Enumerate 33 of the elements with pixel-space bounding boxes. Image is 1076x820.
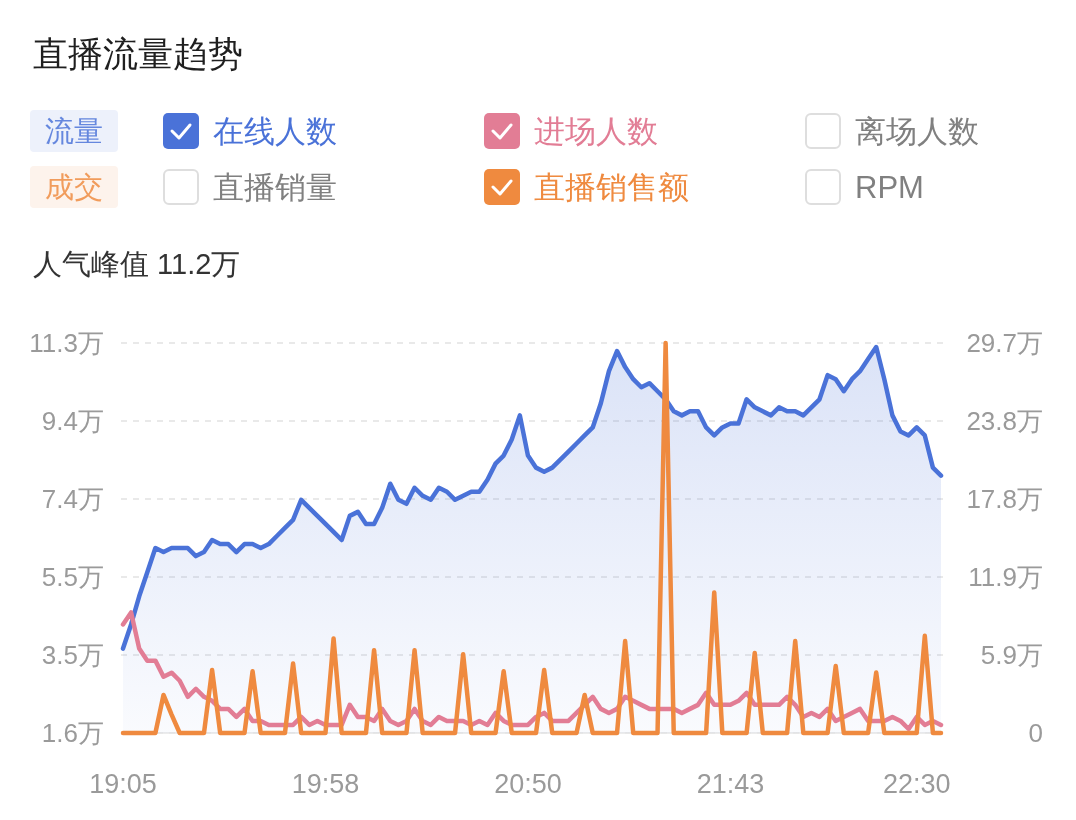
legend-label: 直播销售额	[534, 170, 689, 205]
x-tick-label: 22:30	[882, 769, 951, 799]
y-tick-label: 11.3万	[29, 328, 104, 358]
x-tick-label: 19:05	[89, 769, 157, 799]
y2-tick-label: 0	[1028, 718, 1043, 748]
legend-item: 直播销量	[163, 169, 337, 205]
title: 直播流量趋势	[33, 34, 243, 73]
y-tick-label: 5.5万	[41, 562, 104, 592]
y2-tick-label: 11.9万	[968, 562, 1043, 592]
y2-tick-label: 5.9万	[980, 640, 1043, 670]
legend-label: 进场人数	[534, 114, 658, 149]
x-tick-label: 20:50	[494, 769, 562, 799]
legend-group-tag: 流量	[30, 110, 118, 152]
subtitle: 人气峰值 11.2万	[33, 248, 241, 280]
legend-item: 直播销售额	[484, 169, 689, 205]
legend-item: 进场人数	[484, 113, 658, 149]
x-tick-label: 19:58	[291, 769, 360, 799]
legend-item: RPM	[805, 169, 924, 205]
legend-item: 离场人数	[805, 113, 979, 149]
y-tick-label: 1.6万	[41, 718, 104, 748]
y-tick-label: 7.4万	[41, 484, 104, 514]
legend-label: 直播销量	[213, 170, 337, 205]
legend-label: 离场人数	[855, 114, 979, 149]
x-tick-label: 21:43	[696, 769, 765, 799]
legend-item: 在线人数	[163, 113, 337, 149]
legend-label: 在线人数	[213, 114, 337, 149]
y2-tick-label: 17.8万	[966, 484, 1043, 514]
y2-tick-label: 23.8万	[966, 406, 1043, 436]
legend-label: RPM	[855, 170, 924, 205]
y2-tick-label: 29.7万	[966, 328, 1043, 358]
y-tick-label: 9.4万	[41, 406, 104, 436]
y-tick-label: 3.5万	[41, 640, 104, 670]
legend-group-tag: 成交	[30, 166, 118, 208]
